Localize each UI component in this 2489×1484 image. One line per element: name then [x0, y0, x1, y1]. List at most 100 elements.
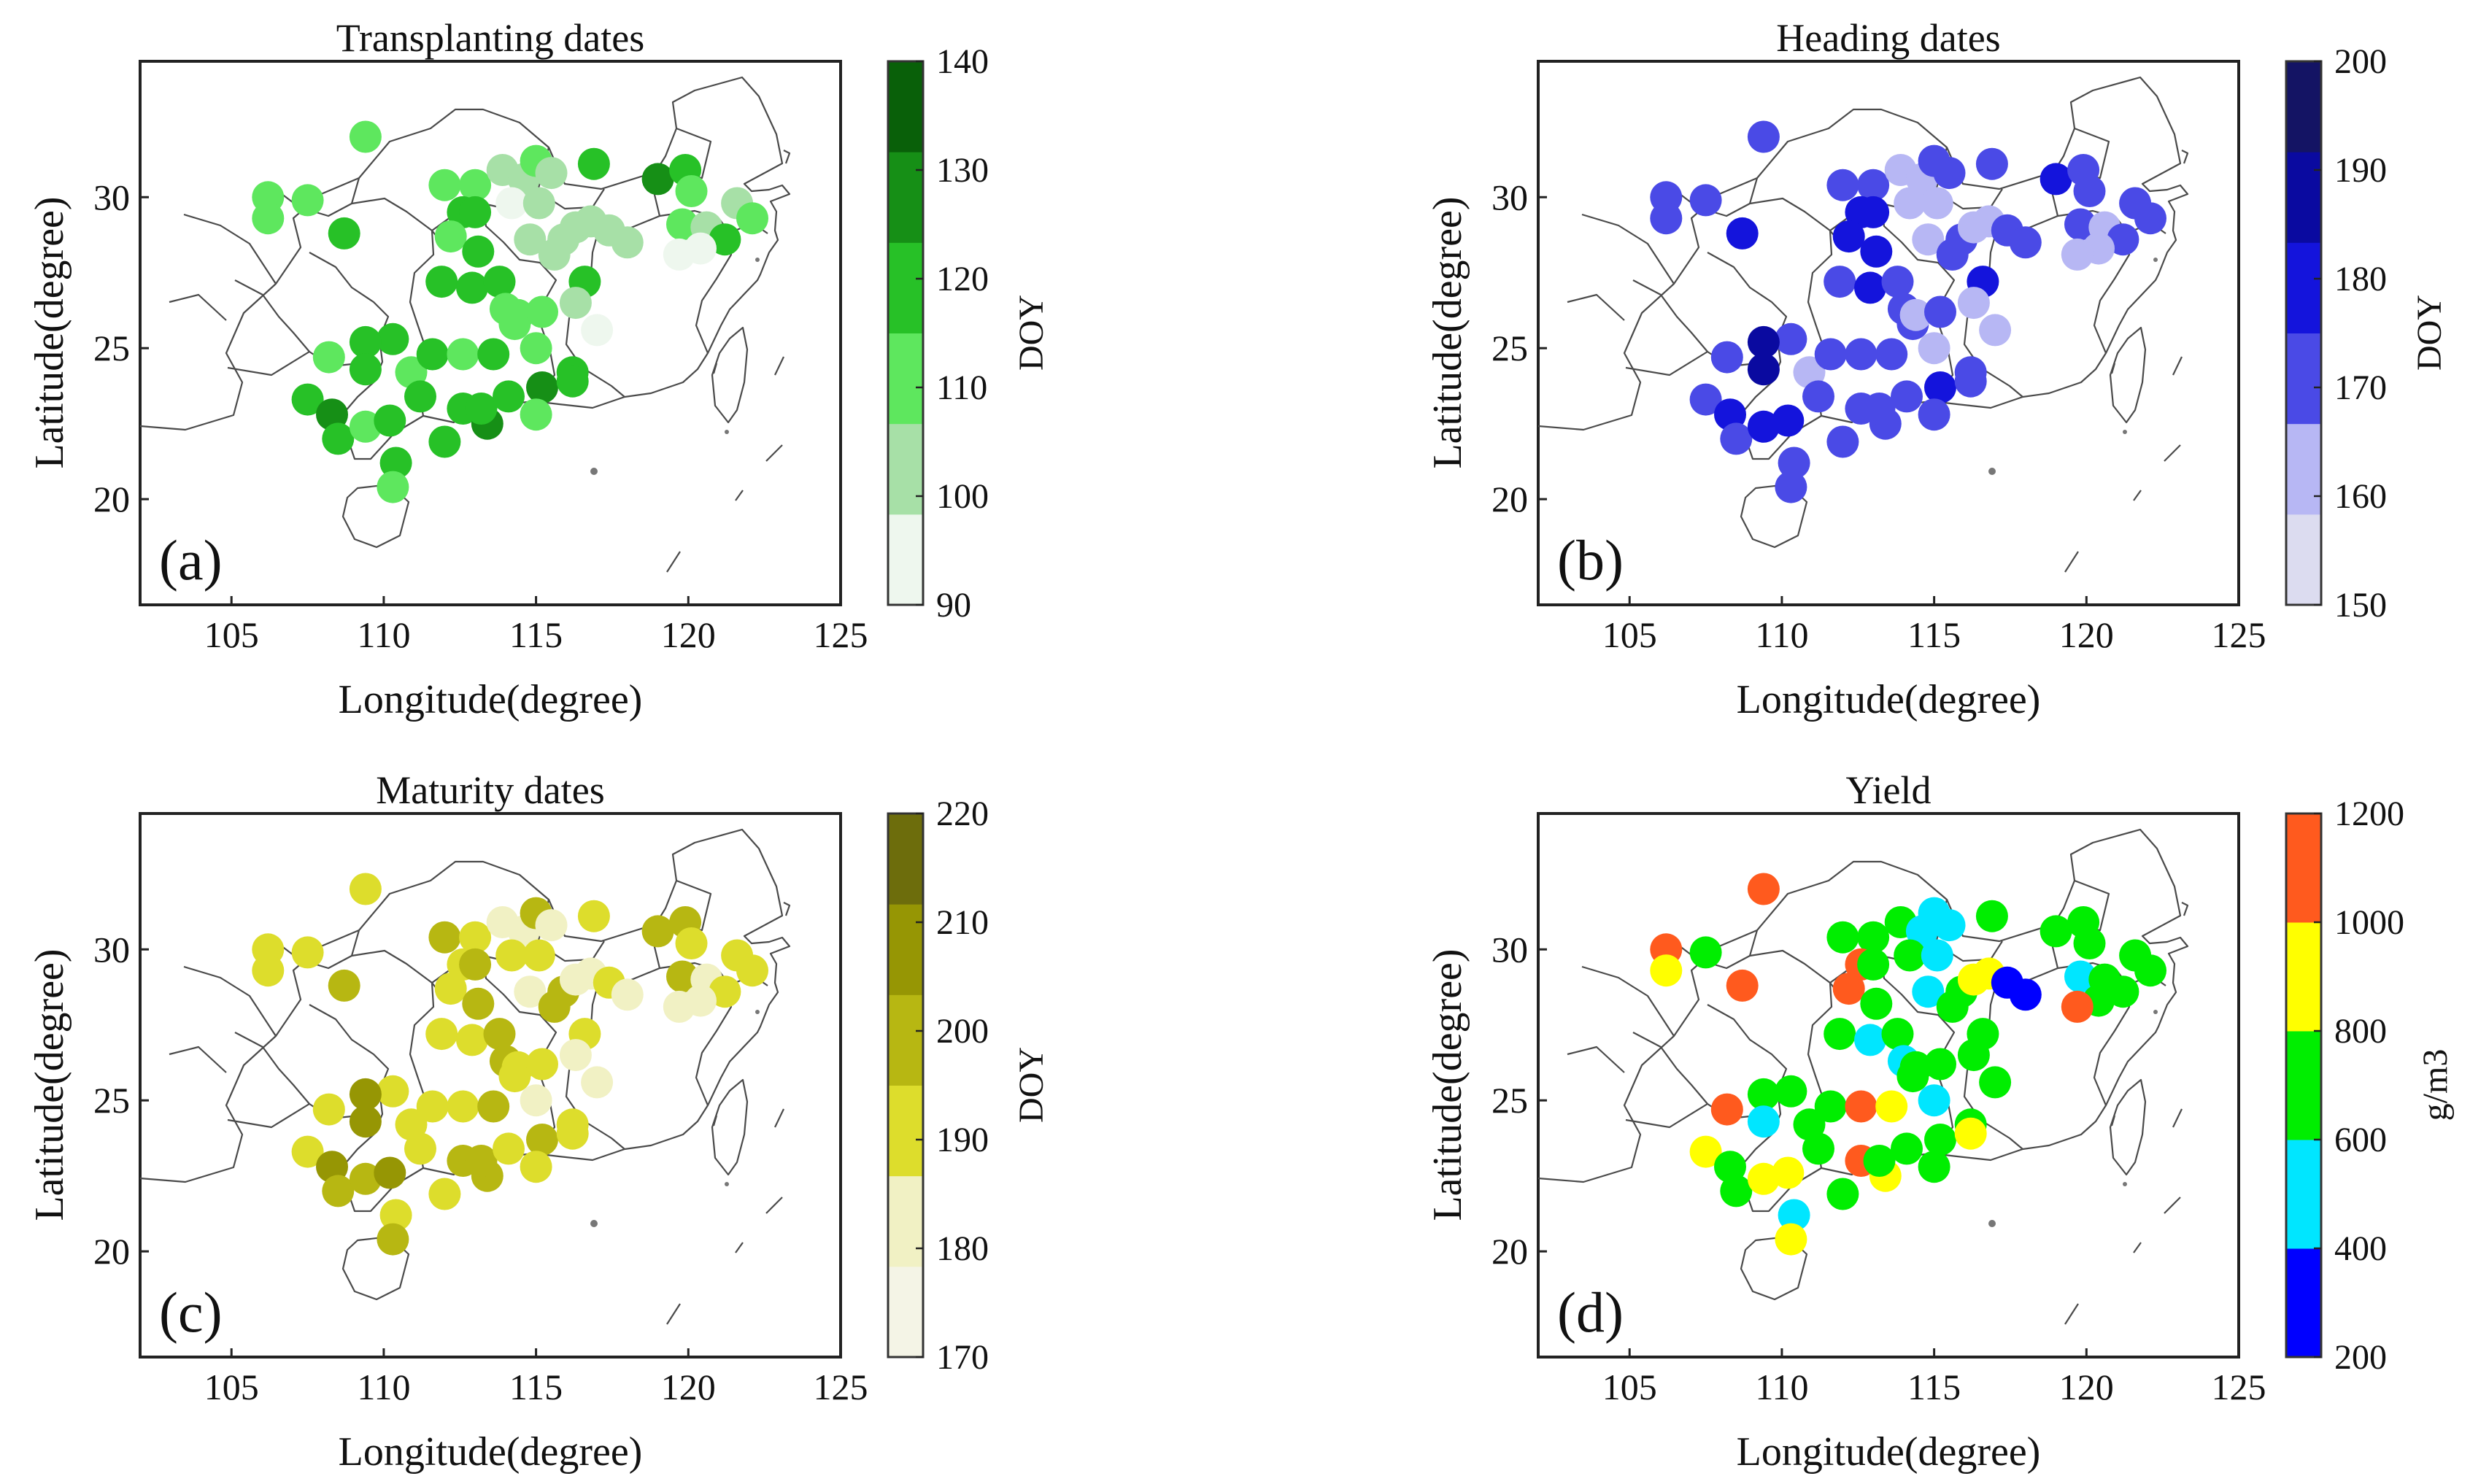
station-point: [1802, 380, 1834, 413]
station-point: [1778, 1199, 1810, 1232]
panel-label: (c): [159, 1280, 223, 1344]
station-point: [349, 1105, 382, 1138]
station-point: [404, 1132, 436, 1165]
station-point: [1912, 975, 1945, 1008]
station-point: [428, 921, 461, 954]
x-tick-label: 115: [509, 1367, 563, 1407]
station-point: [349, 1162, 382, 1195]
station-point: [1912, 223, 1945, 256]
y-tick-label: 30: [1492, 177, 1528, 217]
station-point: [666, 960, 698, 993]
station-point: [2009, 226, 2042, 259]
station-point: [379, 1199, 412, 1232]
station-point: [1881, 1018, 1914, 1051]
panel-label: (a): [159, 528, 223, 592]
station-point: [501, 1051, 534, 1083]
station-point: [425, 266, 458, 298]
station-point: [459, 196, 492, 228]
station-point: [316, 398, 348, 431]
station-point: [1772, 404, 1805, 437]
x-tick-label: 110: [357, 614, 410, 655]
panel-title: Transplanting dates: [336, 16, 644, 60]
station-point: [377, 471, 409, 503]
station-point: [514, 975, 547, 1008]
station-point: [428, 425, 461, 458]
station-point: [328, 969, 360, 1002]
station-point: [1793, 1108, 1826, 1141]
y-ticks: 20 25 30: [1492, 177, 1547, 519]
colorbar-tick-label: 1200: [2334, 795, 2404, 833]
y-tick-label: 25: [1492, 328, 1528, 368]
station-point: [1860, 987, 1893, 1020]
colorbar-tick-label: 190: [936, 1121, 989, 1159]
station-point: [2061, 238, 2094, 271]
station-point: [447, 338, 479, 371]
colorbar-tick-label: 100: [936, 477, 989, 516]
panel-label: (d): [1557, 1280, 1624, 1344]
x-tick-label: 125: [814, 1367, 868, 1407]
y-tick-label: 30: [1492, 929, 1528, 970]
station-point: [501, 298, 534, 331]
station-point: [377, 1075, 409, 1108]
station-point: [374, 1156, 406, 1189]
station-point: [395, 1108, 428, 1141]
y-tick-label: 30: [93, 929, 130, 970]
station-point: [1881, 266, 1914, 298]
station-point: [404, 380, 436, 413]
station-point: [1814, 338, 1847, 371]
station-point: [1899, 298, 1932, 331]
colorbar-segment: [888, 242, 923, 333]
station-point: [736, 954, 768, 987]
station-point: [1918, 398, 1950, 431]
x-tick-label: 120: [2059, 1367, 2114, 1407]
station-point: [459, 169, 492, 201]
station-point: [1747, 1105, 1780, 1138]
station-point: [483, 1018, 516, 1051]
station-point: [1857, 196, 1890, 228]
station-point: [675, 927, 708, 959]
station-point: [663, 990, 695, 1023]
station-point: [2134, 202, 2166, 235]
station-point: [1921, 187, 1953, 220]
colorbar-segment: [2286, 61, 2321, 152]
colorbar-segment: [2286, 333, 2321, 425]
colorbar: 170 180 190 200 210 220: [887, 795, 989, 1377]
colorbar-segment: [888, 514, 923, 606]
station-point: [1747, 1162, 1780, 1195]
station-point: [493, 380, 525, 413]
station-point: [2107, 223, 2139, 256]
colorbar: 150 160 170 180 190 200: [2285, 42, 2387, 625]
colorbar-segment: [888, 423, 923, 515]
colorbar-frame: [887, 60, 925, 606]
x-tick-label: 125: [2212, 614, 2266, 655]
station-point: [1720, 1175, 1753, 1207]
colorbar-tick-label: 600: [2334, 1121, 2387, 1159]
station-point: [374, 404, 406, 437]
colorbar-segment: [2286, 423, 2321, 515]
colorbar-segment: [888, 994, 923, 1086]
station-point: [1775, 322, 1807, 355]
colorbar-segment: [888, 61, 923, 152]
station-point: [522, 187, 555, 220]
station-point: [526, 295, 558, 328]
colorbar-tick-label: 200: [2334, 1338, 2387, 1377]
x-axis-label: Longitude(degree): [339, 1429, 643, 1475]
colorbar-frame: [2285, 812, 2323, 1359]
station-point: [736, 202, 768, 235]
station-point: [1857, 948, 1890, 981]
colorbar-segment: [2286, 1248, 2321, 1358]
station-point: [312, 341, 345, 374]
station-point: [1747, 410, 1780, 443]
station-point: [1924, 371, 1956, 403]
station-point: [675, 175, 708, 207]
colorbar-tick-label: 400: [2334, 1229, 2387, 1268]
station-point: [1710, 1093, 1743, 1126]
y-ticks: 20 25 30: [1492, 929, 1547, 1272]
station-point: [1899, 1051, 1932, 1083]
station-point: [434, 973, 467, 1005]
station-point: [1826, 921, 1859, 954]
station-point: [416, 1090, 449, 1123]
y-ticks: 20 25 30: [93, 929, 149, 1272]
x-tick-label: 120: [661, 614, 716, 655]
station-point: [495, 939, 528, 972]
